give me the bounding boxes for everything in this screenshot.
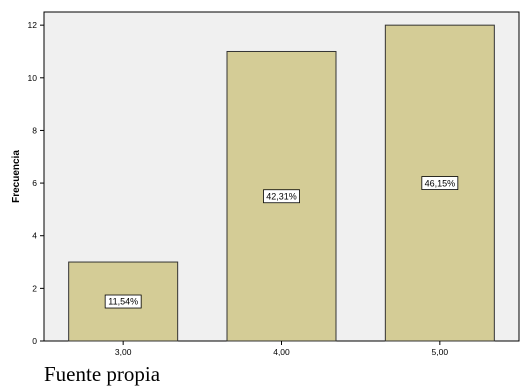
y-tick-label-2: 2 <box>32 283 37 293</box>
x-tick-label-1: 3,00 <box>115 347 132 357</box>
data-label-box-2 <box>263 189 300 204</box>
y-tick-label-10: 10 <box>28 73 38 83</box>
bar-chart: 11,54% 42,31% 46,15% 0 2 4 6 8 10 12 3,00 4,00 5,0… <box>11 11 520 357</box>
y-tick-label-6: 6 <box>32 178 37 188</box>
data-label-1: 11,54% <box>108 297 138 307</box>
data-label-3: 46,15% <box>425 178 456 188</box>
y-axis-title: Frecuencia <box>11 150 22 203</box>
data-label-2: 42,31% <box>266 191 297 201</box>
y-tick-label-12: 12 <box>28 20 38 30</box>
x-axis: 3,00 4,00 5,00 <box>115 341 448 357</box>
source-caption: Fuente propia <box>44 362 161 386</box>
x-tick-label-3: 5,00 <box>432 347 449 357</box>
y-tick-label-4: 4 <box>32 231 37 241</box>
x-tick-label-2: 4,00 <box>273 347 290 357</box>
y-axis: 0 2 4 6 8 10 12 <box>28 20 44 346</box>
data-label-box-3 <box>421 176 459 190</box>
bars-group: 11,54% 42,31% 46,15% <box>68 24 495 342</box>
data-label-box-1 <box>104 294 142 309</box>
y-tick-label-8: 8 <box>32 125 37 135</box>
y-tick-label-0: 0 <box>32 336 37 346</box>
